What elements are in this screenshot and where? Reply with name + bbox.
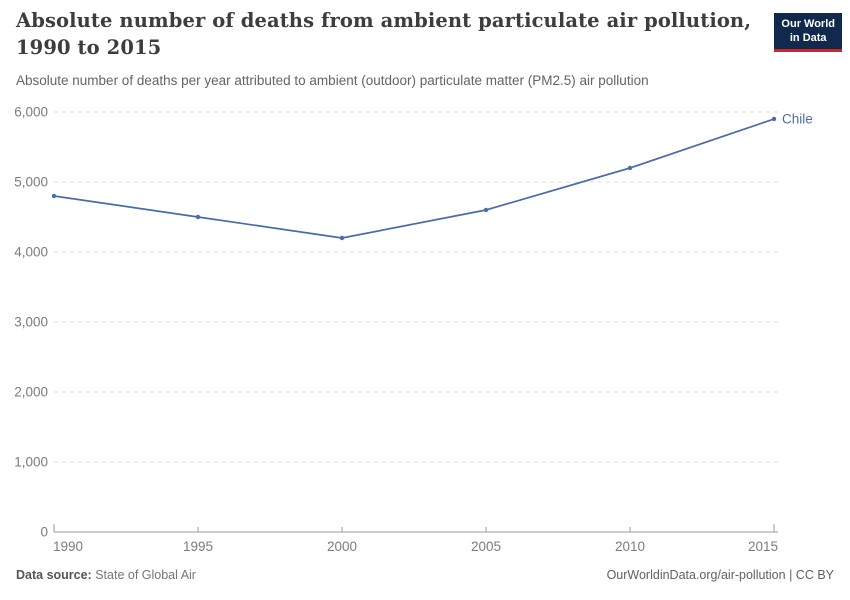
y-tick-label: 1,000 <box>14 455 48 470</box>
series-label[interactable]: Chile <box>782 112 813 127</box>
license-label: CC BY <box>795 568 834 582</box>
x-tick-label: 2000 <box>327 539 357 554</box>
data-source-value: State of Global Air <box>95 568 196 582</box>
data-point[interactable] <box>771 116 777 122</box>
chart-subtitle: Absolute number of deaths per year attri… <box>16 73 649 88</box>
y-tick-label: 5,000 <box>14 175 48 190</box>
x-tick-label: 2010 <box>615 539 645 554</box>
y-tick-label: 2,000 <box>14 385 48 400</box>
data-point[interactable] <box>339 235 345 241</box>
owid-url-link[interactable]: OurWorldinData.org/air-pollution <box>606 568 786 582</box>
y-tick-label: 4,000 <box>14 245 48 260</box>
data-point[interactable] <box>627 165 633 171</box>
chart-footer: Data source: State of Global Air OurWorl… <box>16 568 834 582</box>
owid-logo-line1: Our World <box>781 18 835 30</box>
data-point[interactable] <box>483 207 489 213</box>
y-tick-label: 3,000 <box>14 315 48 330</box>
x-tick-label: 2015 <box>748 539 778 554</box>
footer-divider: | <box>785 568 796 582</box>
footer-attribution: OurWorldinData.org/air-pollution | CC BY <box>607 568 834 582</box>
chart-title: Absolute number of deaths from ambient p… <box>16 9 752 59</box>
x-tick-label: 1990 <box>53 539 83 554</box>
y-tick-label: 6,000 <box>14 105 48 120</box>
data-source-label: Data source: <box>16 568 92 582</box>
data-point[interactable] <box>195 214 201 220</box>
x-tick-label: 1995 <box>183 539 213 554</box>
y-tick-label: 0 <box>40 525 48 540</box>
owid-logo[interactable]: Our World in Data <box>774 13 842 52</box>
owid-logo-line2: in Data <box>789 31 827 44</box>
data-point[interactable] <box>51 193 57 199</box>
data-source: Data source: State of Global Air <box>16 568 196 582</box>
x-tick-label: 2005 <box>471 539 501 554</box>
series-line-chile[interactable] <box>53 118 775 239</box>
